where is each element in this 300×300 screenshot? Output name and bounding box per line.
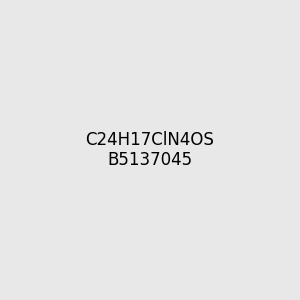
Text: C24H17ClN4OS
B5137045: C24H17ClN4OS B5137045 — [85, 130, 214, 170]
